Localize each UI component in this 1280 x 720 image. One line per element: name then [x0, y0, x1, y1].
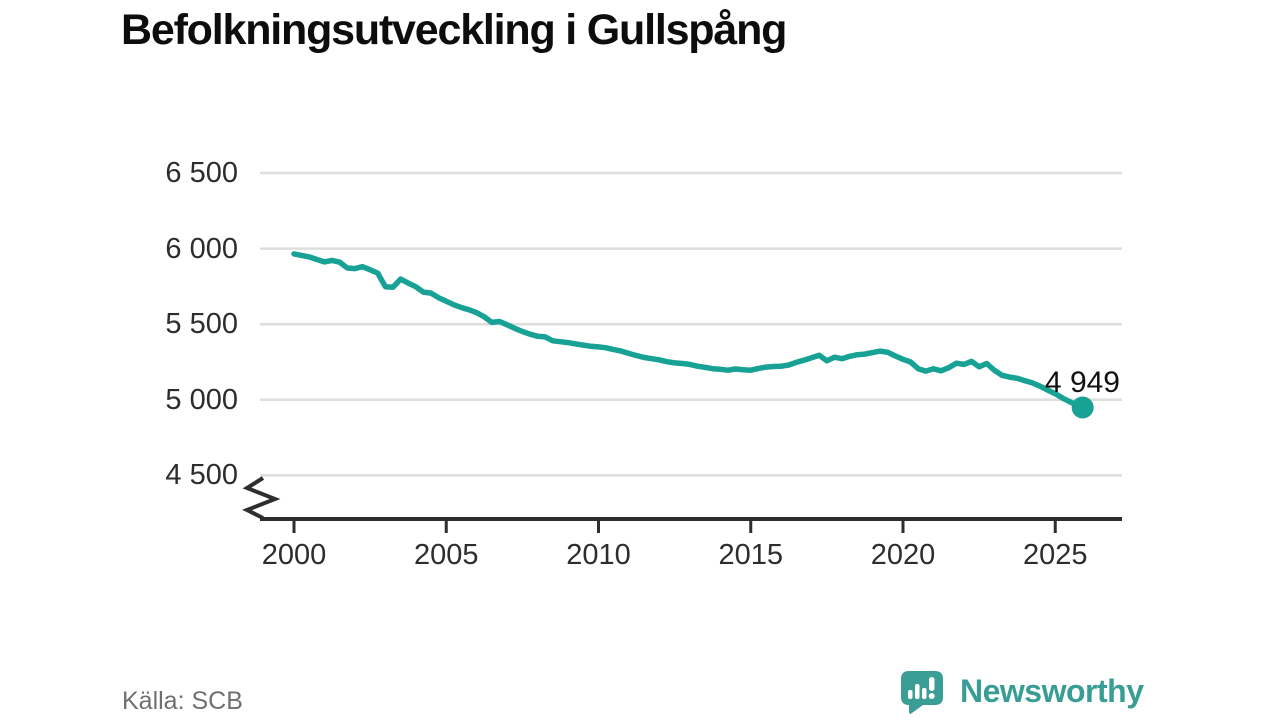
x-tick-label: 2010 [566, 539, 631, 571]
y-axis-break-zigzag [242, 476, 281, 520]
y-tick-label: 6 000 [165, 232, 238, 265]
x-tick-label: 2000 [261, 539, 327, 571]
chart-title: Befolkningsutveckling i Gullspång [121, 6, 787, 54]
x-axis-ticks [292, 519, 1057, 533]
x-tick-label: 2020 [870, 539, 936, 571]
source-note: Källa: SCB [122, 687, 243, 715]
y-tick-label: 5 500 [165, 308, 238, 341]
latest-value-marker [1071, 396, 1094, 419]
newsworthy-logo-icon [901, 671, 943, 714]
x-tick-label: 2005 [413, 539, 479, 571]
logo-exclamation-icon [929, 677, 935, 691]
newsworthy-logo: Newsworthy [895, 664, 1144, 718]
logo-bar-icon [908, 690, 913, 699]
x-tick-label: 2025 [1022, 539, 1088, 571]
newsworthy-wordmark: Newsworthy [960, 673, 1144, 709]
y-tick-label: 4 500 [165, 459, 238, 492]
gridlines [260, 171, 1122, 477]
y-tick-label: 5 000 [165, 383, 238, 416]
x-tick-label: 2015 [718, 539, 783, 571]
logo-bar-icon [915, 684, 920, 699]
logo-bar-icon [922, 688, 927, 699]
y-tick-label: 6 500 [165, 157, 238, 189]
logo-exclamation-dot-icon [928, 693, 935, 699]
latest-value-annotation: 4 949 [1044, 366, 1120, 399]
population-series-line [291, 251, 1086, 411]
